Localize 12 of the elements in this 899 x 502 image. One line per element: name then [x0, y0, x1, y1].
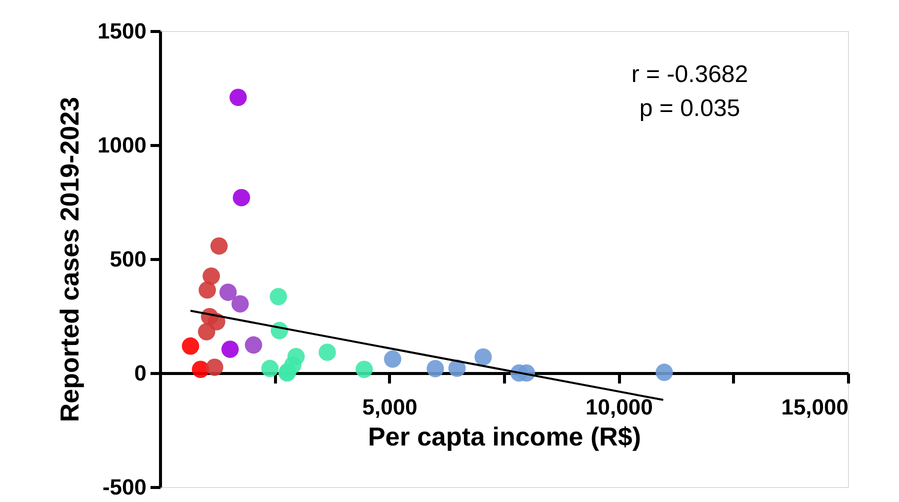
- annotation: r = -0.3682: [631, 61, 748, 88]
- y-axis-title: Reported cases 2019-2023: [54, 96, 85, 422]
- y-tick-label: 1500: [98, 18, 146, 44]
- y-tick-label: 1000: [98, 132, 146, 158]
- y-tick-label: 0: [134, 360, 146, 386]
- y-tick-label: 500: [110, 246, 146, 272]
- x-axis-title: Per capta income (R$): [368, 422, 642, 452]
- annotation: p = 0.035: [639, 95, 740, 122]
- x-tick-label: 5,000: [362, 394, 418, 420]
- x-tick-label: 15,000: [781, 394, 848, 420]
- y-tick-label: -500: [102, 474, 146, 500]
- x-tick-label: 10,000: [586, 394, 653, 420]
